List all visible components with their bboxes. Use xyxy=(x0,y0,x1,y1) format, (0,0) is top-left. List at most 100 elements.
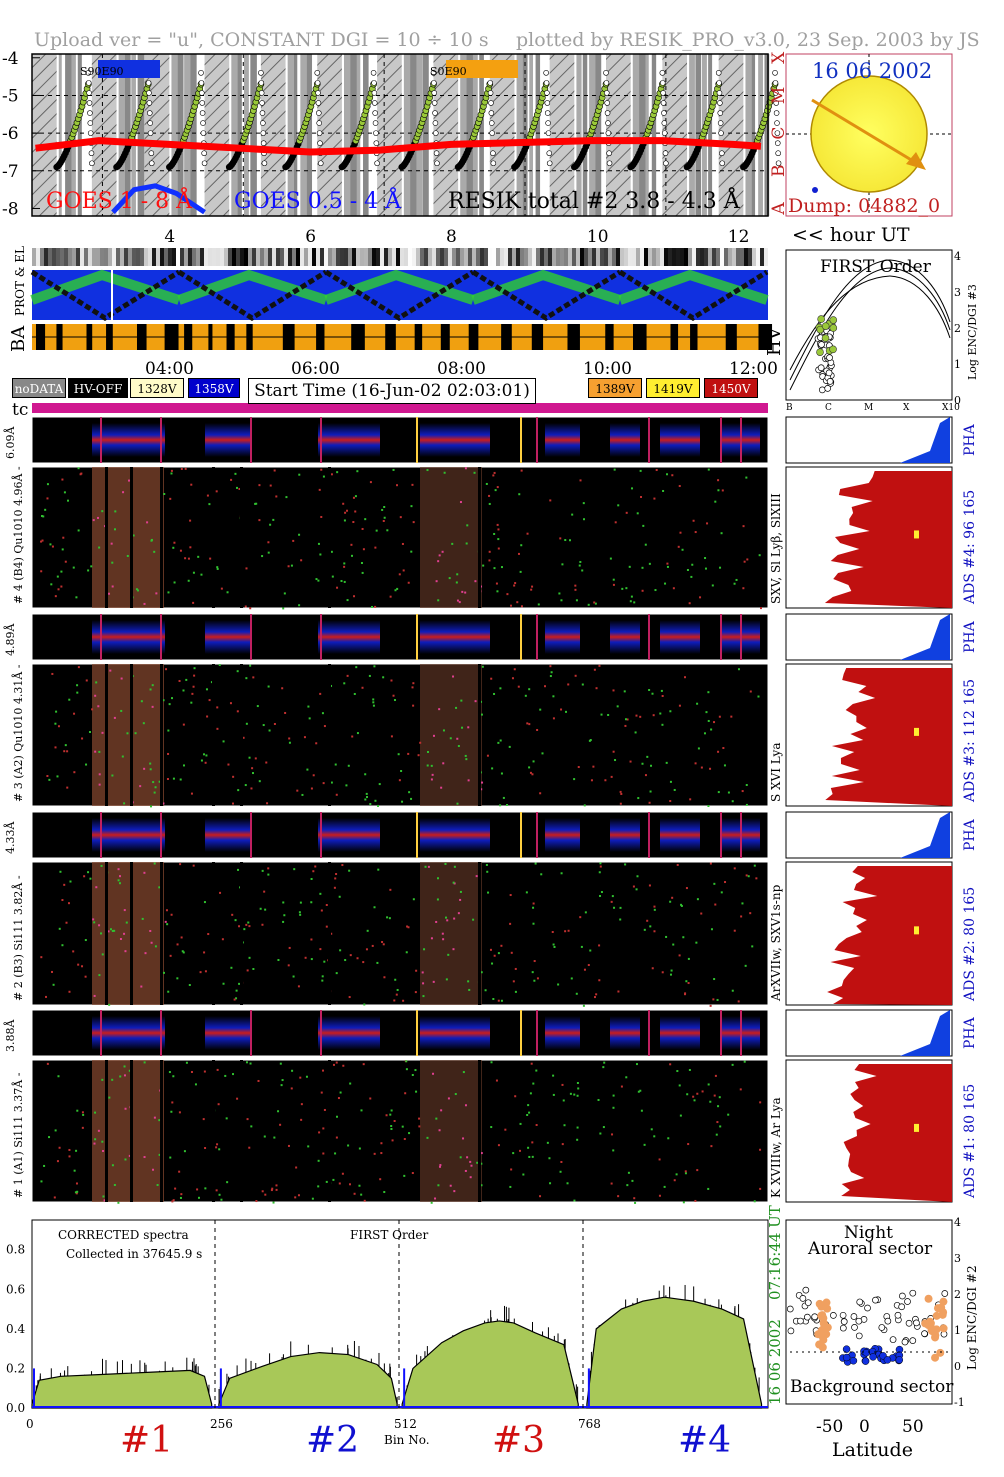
spectrogram-pixel xyxy=(333,886,336,889)
spectrogram-pixel xyxy=(519,1149,522,1152)
spectrogram-pixel xyxy=(490,1126,493,1129)
spectrogram-pixel xyxy=(114,528,117,531)
spectrogram-pixel xyxy=(616,705,619,708)
spectrogram-pixel xyxy=(393,1120,396,1123)
el-cell xyxy=(732,248,736,266)
latitude-x-label: Latitude xyxy=(832,1439,913,1461)
spectrogram-pixel xyxy=(401,542,404,545)
spectrogram-pixel xyxy=(292,975,295,978)
spectrogram-pixel xyxy=(648,801,651,804)
spectrogram-pixel xyxy=(682,936,685,939)
spectrogram-pixel xyxy=(144,952,147,955)
spectrogram-pixel xyxy=(411,686,414,689)
el-cell xyxy=(516,248,520,266)
spectrogram-pixel xyxy=(331,575,334,578)
spectrogram-pixel xyxy=(548,1157,551,1160)
spectrogram-pixel xyxy=(325,1180,328,1183)
lat-x-tick-label: 0 xyxy=(859,1417,870,1437)
pha-band xyxy=(610,1016,640,1050)
spectrogram-pixel xyxy=(581,569,584,572)
spectrogram-pixel xyxy=(628,565,631,568)
fo-point-green xyxy=(829,345,837,354)
spectrogram-pixel xyxy=(315,742,318,745)
spectrogram-pixel xyxy=(128,1069,131,1072)
spectrogram-pixel xyxy=(687,982,690,985)
spectrogram-pixel xyxy=(696,898,699,901)
spectrogram-pixel xyxy=(319,892,322,895)
spectrogram-pixel xyxy=(84,975,87,978)
spectrogram-pixel xyxy=(194,1083,197,1086)
spectrogram-pixel xyxy=(189,546,192,549)
spectrogram-pixel xyxy=(411,1073,414,1076)
el-cell xyxy=(368,248,372,266)
pha-line xyxy=(740,614,742,660)
time-ticks: 04:00 06:00 08:00 10:00 12:00 xyxy=(145,359,778,379)
spectrogram-pixel xyxy=(644,543,647,546)
spectrogram-pixel xyxy=(486,870,489,873)
spectrogram-pixel xyxy=(418,1125,421,1128)
spectrogram-pixel xyxy=(512,980,515,983)
spectrogram-pixel xyxy=(434,1197,437,1200)
resik-point-open xyxy=(718,130,724,136)
spectrogram-pixel xyxy=(43,1164,46,1167)
el-cell xyxy=(156,248,160,266)
spectrogram-pixel xyxy=(54,746,57,749)
spectrogram-pixel xyxy=(705,711,708,714)
spectrogram-pixel xyxy=(92,918,95,921)
spectrogram-pixel xyxy=(467,726,470,729)
spectrogram-pixel xyxy=(379,1178,382,1181)
spectrogram-pixel xyxy=(718,715,721,718)
el-cell xyxy=(740,248,744,266)
spectrogram-pixel xyxy=(73,712,76,715)
spectrogram-pixel xyxy=(205,754,208,757)
resik-point-open xyxy=(772,70,778,76)
spectrogram-pixel xyxy=(152,1168,155,1171)
spectrogram-pixel xyxy=(166,923,169,926)
spectrogram-pixel xyxy=(587,603,590,606)
spectrogram-pixel xyxy=(308,717,311,720)
spectrogram-pixel xyxy=(757,695,760,698)
spectrogram-pixel xyxy=(700,912,703,915)
spectrogram-pixel xyxy=(737,668,740,671)
spectrogram-pixel xyxy=(598,944,601,947)
spectrogram-pixel xyxy=(204,761,207,764)
spectrogram-pixel xyxy=(745,874,748,877)
el-cell xyxy=(428,248,432,266)
el-cell xyxy=(496,248,500,266)
resik-point-open xyxy=(373,130,379,136)
spectrogram-pixel xyxy=(322,1069,325,1072)
spectrogram-pixel xyxy=(398,573,401,576)
spectrogram-pixel xyxy=(245,567,248,570)
spectrogram-pixel xyxy=(60,585,63,588)
spectrogram-pixel xyxy=(415,1090,418,1093)
el-cell xyxy=(728,248,732,266)
spectrogram-pixel xyxy=(473,471,476,474)
el-cell xyxy=(744,248,748,266)
pha-wavelength-label: 4.89Å xyxy=(3,623,17,656)
spectrogram-gap xyxy=(105,467,108,608)
spectrogram-pixel xyxy=(325,903,328,906)
spectrogram-pixel xyxy=(678,704,681,707)
el-cell xyxy=(560,248,564,266)
spectrogram-pixel xyxy=(249,607,252,610)
spectrogram-pixel xyxy=(494,489,497,492)
saa-band xyxy=(576,54,582,216)
spectrogram-pixel xyxy=(153,550,156,553)
saa-band xyxy=(294,54,298,216)
spectrogram-pixel xyxy=(258,780,261,783)
fo-y-tick-label: 1 xyxy=(954,358,961,371)
lat-point-blue xyxy=(869,1353,877,1361)
spectrogram-pixel xyxy=(488,494,491,497)
spectrogram-pixel xyxy=(464,754,467,757)
spectrogram-pixel xyxy=(307,705,310,708)
spectrogram-pixel xyxy=(338,1182,341,1185)
spectrogram-pixel xyxy=(179,549,182,552)
spectrogram-pixel xyxy=(61,944,64,947)
spectrogram-pixel xyxy=(108,1003,111,1006)
spectrogram-pixel xyxy=(114,510,117,513)
goes-y-tick-label: -6 xyxy=(2,124,19,144)
spectrogram-pixel xyxy=(374,605,377,608)
spectrogram-pixel xyxy=(449,1184,452,1187)
spectrogram-pixel xyxy=(102,1195,105,1198)
